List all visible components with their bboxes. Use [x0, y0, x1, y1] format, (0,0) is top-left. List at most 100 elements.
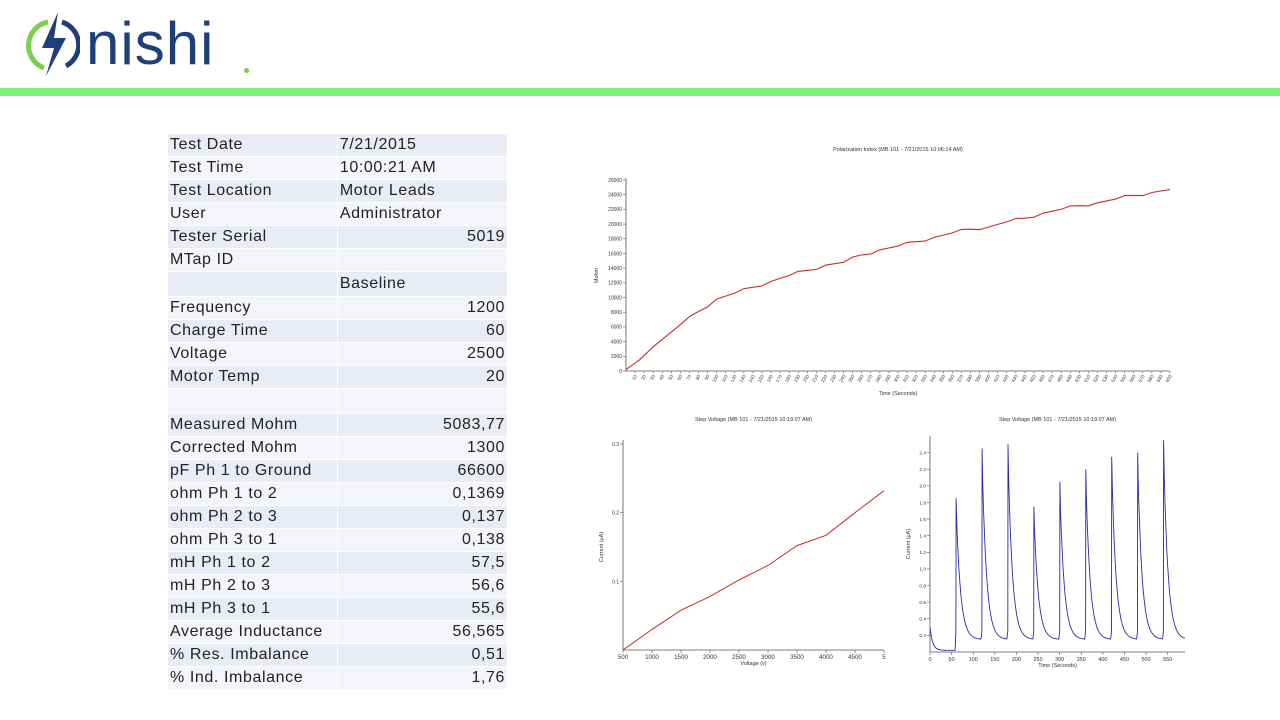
x-tick-label: 540: [1110, 374, 1118, 384]
x-axis-label: Time (Seconds): [879, 391, 918, 397]
step-voltage-time-chart: Step Voltage (MB 101 - 7/21/2015 10:19:0…: [898, 410, 1188, 675]
table-row: Test Date 7/21/2015: [168, 134, 509, 157]
y-tick-label: 20000: [608, 222, 622, 228]
brand-name: nishi: [86, 10, 215, 77]
x-tick-label: 550: [1163, 657, 1172, 663]
row-label: Corrected Mohm: [168, 436, 338, 460]
table-row: Charge Time 60: [168, 319, 509, 343]
x-tick-label: 350: [1077, 657, 1086, 663]
x-tick-label: 410: [992, 374, 1000, 384]
x-tick-label: 1000: [645, 654, 659, 661]
row-label: mH Ph 1 to 2: [168, 551, 338, 575]
header: nishi: [0, 0, 1280, 88]
x-tick-label: 580: [1147, 374, 1155, 384]
chart-title: Polarization Index (MB 101 - 7/21/2015 1…: [833, 147, 963, 153]
table-row: ohm Ph 3 to 1 0,138: [168, 528, 509, 552]
series-line: [929, 440, 1186, 651]
x-tick-label: 130: [739, 374, 747, 384]
y-tick-label: 1.8: [919, 500, 926, 506]
chart-title: Step Voltage (MB 101 - 7/21/2015 10:19:0…: [695, 417, 812, 423]
y-tick-label: 26000: [608, 178, 622, 184]
row-value: Motor Leads: [337, 179, 509, 203]
row-label: pF Ph 1 to Ground: [168, 459, 338, 483]
row-value: 7/21/2015: [337, 134, 509, 157]
row-value: 60: [337, 319, 509, 343]
row-label: Charge Time: [168, 319, 338, 343]
lightning-logo-icon: [26, 12, 80, 76]
x-tick-label: 500: [618, 654, 629, 661]
row-label: Test Date: [168, 134, 338, 157]
y-tick-label: 2.0: [919, 484, 926, 490]
x-tick-label: 430: [1011, 374, 1019, 384]
row-label: Voltage: [168, 342, 338, 366]
x-tick-label: 310: [902, 374, 910, 384]
row-label: Average Inductance: [168, 620, 338, 644]
row-value: Baseline: [337, 271, 509, 297]
x-tick-label: 20: [640, 374, 647, 381]
row-value: 1200: [337, 296, 509, 320]
row-value: 66600: [337, 459, 509, 483]
x-tick-label: 340: [929, 374, 937, 384]
table-row: Average Inductance 56,565: [168, 620, 509, 644]
row-value: 1,76: [337, 666, 509, 690]
y-axis-label: Current (µA): [599, 532, 605, 563]
x-tick-label: 280: [875, 374, 883, 384]
nishi-logo: nishi: [26, 10, 249, 80]
table-row: Baseline: [168, 271, 509, 297]
y-tick-label: 24000: [608, 192, 622, 198]
row-value: Administrator: [337, 202, 509, 226]
x-tick-label: 2500: [732, 654, 746, 661]
x-tick-label: 510: [1083, 374, 1091, 384]
table-row: mH Ph 3 to 1 55,6: [168, 597, 509, 621]
table-row: Voltage 2500: [168, 342, 509, 366]
x-tick-label: 190: [793, 374, 801, 384]
table-row: Measured Mohm 5083,77: [168, 413, 509, 437]
y-tick-label: 0.1: [612, 579, 619, 585]
y-tick-label: 0.6: [919, 600, 926, 606]
polarization-index-chart: Polarization Index (MB 101 - 7/21/2015 1…: [590, 140, 1180, 405]
x-tick-label: 260: [856, 374, 864, 384]
table-row: Test Location Motor Leads: [168, 179, 509, 203]
table-row: [168, 388, 509, 414]
x-tick-label: 4000: [819, 654, 833, 661]
x-tick-label: 110: [721, 374, 729, 383]
x-tick-label: 0: [928, 657, 931, 663]
x-tick-label: 180: [784, 374, 792, 384]
row-value: 0,138: [337, 528, 509, 552]
x-tick-label: 560: [1128, 374, 1136, 384]
row-value: 5019: [337, 225, 509, 249]
x-tick-label: 270: [865, 374, 873, 384]
x-tick-label: 5: [882, 654, 886, 661]
row-label: User: [168, 202, 338, 226]
x-tick-label: 350: [938, 374, 946, 384]
row-value: 56,6: [337, 574, 509, 598]
y-tick-label: 0: [619, 369, 622, 375]
row-value: 0,51: [337, 643, 509, 667]
row-label: Test Time: [168, 156, 338, 180]
row-label: Frequency: [168, 296, 338, 320]
row-label: Measured Mohm: [168, 413, 338, 437]
y-tick-label: 10000: [608, 295, 622, 301]
table-row: Test Time 10:00:21 AM: [168, 156, 509, 180]
y-tick-label: 1.0: [919, 567, 926, 573]
x-tick-label: 50: [949, 657, 955, 663]
test-results-table: Test Date 7/21/2015 Test Time 10:00:21 AM Te…: [168, 134, 509, 690]
x-tick-label: 90: [704, 374, 711, 381]
row-label: % Res. Imbalance: [168, 643, 338, 667]
x-tick-label: 30: [649, 374, 656, 381]
row-value: 0,137: [337, 505, 509, 529]
x-tick-label: 390: [974, 374, 982, 384]
x-tick-label: 120: [730, 374, 738, 384]
x-axis-label: Voltage (v): [740, 661, 766, 667]
row-label: Tester Serial: [168, 225, 338, 249]
x-tick-label: 170: [775, 374, 783, 384]
y-tick-label: 22000: [608, 207, 622, 213]
chart-title: Step Voltage (MB 101 - 7/21/2015 10:19:0…: [999, 417, 1116, 423]
x-tick-label: 160: [766, 374, 774, 384]
table-row: mH Ph 1 to 2 57,5: [168, 551, 509, 575]
y-tick-label: 18000: [608, 237, 622, 243]
row-value: 55,6: [337, 597, 509, 621]
row-label: ohm Ph 2 to 3: [168, 505, 338, 529]
logo-dot: [244, 68, 249, 73]
x-tick-label: 380: [965, 374, 973, 384]
